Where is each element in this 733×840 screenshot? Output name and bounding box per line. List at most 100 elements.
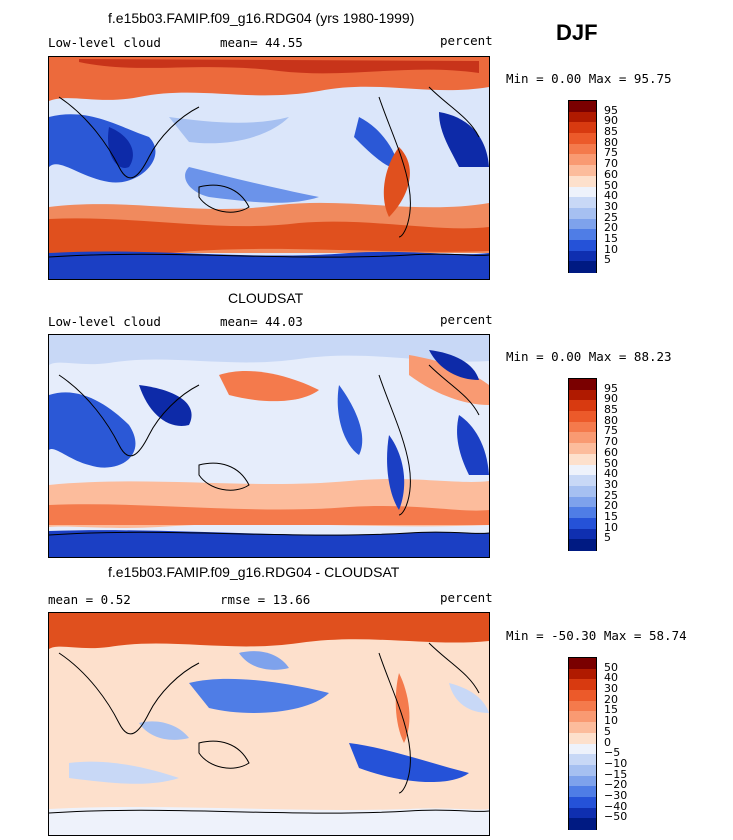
panel1-map <box>48 56 490 280</box>
colorbar-swatch <box>569 775 596 787</box>
panel1-left-label: Low-level cloud <box>48 35 161 50</box>
panel1-center-label: mean= 44.55 <box>220 35 303 50</box>
colorbar-swatch <box>569 186 596 198</box>
panel2-left-label: Low-level cloud <box>48 314 161 329</box>
season-label: DJF <box>556 20 598 45</box>
colorbar-swatch <box>569 207 596 220</box>
colorbar-tick-label: 80 <box>604 413 618 427</box>
panel3-map <box>48 612 490 836</box>
colorbar-tick-label: 0 <box>604 735 611 749</box>
colorbar-swatch <box>569 517 596 530</box>
panel1-map-svg <box>49 57 489 279</box>
colorbar-tick-label: −5 <box>604 746 621 760</box>
panel1-colorbar <box>568 100 597 273</box>
colorbar-swatch <box>569 700 596 712</box>
colorbar-tick-label: −10 <box>604 756 628 770</box>
panel2-minmax: Min = 0.00 Max = 88.23 <box>506 349 672 364</box>
colorbar-tick-label: 70 <box>604 435 618 449</box>
panel3-right-label: percent <box>440 590 493 605</box>
panel2-colorbar <box>568 378 597 551</box>
colorbar-tick-label: 25 <box>604 488 618 502</box>
colorbar-swatch <box>569 732 596 744</box>
colorbar-tick-label: 50 <box>604 456 618 470</box>
colorbar-swatch <box>569 229 596 241</box>
colorbar-tick-label: −20 <box>604 778 628 792</box>
colorbar-swatch <box>569 528 596 540</box>
colorbar-swatch <box>569 807 596 819</box>
colorbar-swatch <box>569 796 596 809</box>
colorbar-swatch <box>569 133 596 145</box>
panel1-right-label: percent <box>440 33 493 48</box>
panel2-colorbar-ticks: 95 90 85 80 75 70 60 50 40 30 25 20 15 10 5 <box>604 378 634 549</box>
colorbar-tick-label: 20 <box>604 221 618 235</box>
colorbar-tick-label: 40 <box>604 671 618 685</box>
colorbar-tick-label: 5 <box>604 724 611 738</box>
colorbar-swatch <box>569 379 596 391</box>
panel3-title: f.e15b03.FAMIP.f09_g16.RDG04 - CLOUDSAT <box>108 564 400 580</box>
panel2-right-label: percent <box>440 312 493 327</box>
colorbar-swatch <box>569 432 596 444</box>
colorbar-tick-label: 75 <box>604 424 618 438</box>
colorbar-swatch <box>569 197 596 209</box>
colorbar-swatch <box>569 764 596 777</box>
colorbar-tick-label: 30 <box>604 682 618 696</box>
colorbar-tick-label: −50 <box>604 810 628 824</box>
colorbar-tick-label: 95 <box>604 381 618 395</box>
panel3-center-label: rmse = 13.66 <box>220 592 311 607</box>
panel1-minmax: Min = 0.00 Max = 95.75 <box>506 71 672 86</box>
panel3-left-label: mean = 0.52 <box>48 592 131 607</box>
colorbar-swatch <box>569 411 596 423</box>
colorbar-tick-label: 10 <box>604 520 618 534</box>
colorbar-tick-label: 20 <box>604 499 618 513</box>
colorbar-tick-label: 50 <box>604 660 618 674</box>
colorbar-tick-label: 25 <box>604 210 618 224</box>
colorbar-swatch <box>569 743 596 755</box>
colorbar-tick-label: 75 <box>604 146 618 160</box>
colorbar-tick-label: 90 <box>604 392 618 406</box>
panel1-title: f.e15b03.FAMIP.f09_g16.RDG04 (yrs 1980-1… <box>108 10 415 26</box>
colorbar-swatch <box>569 453 596 465</box>
panel3-minmax: Min = -50.30 Max = 58.74 <box>506 628 687 643</box>
panel2-map <box>48 334 490 558</box>
colorbar-swatch <box>569 143 596 155</box>
colorbar-tick-label: 60 <box>604 445 618 459</box>
colorbar-swatch <box>569 421 596 433</box>
colorbar-tick-label: 15 <box>604 703 618 717</box>
colorbar-swatch <box>569 475 596 487</box>
colorbar-tick-label: 10 <box>604 242 618 256</box>
colorbar-swatch <box>569 658 596 670</box>
colorbar-swatch <box>569 496 596 508</box>
colorbar-swatch <box>569 679 596 691</box>
colorbar-swatch <box>569 389 596 401</box>
colorbar-tick-label: 40 <box>604 467 618 481</box>
colorbar-swatch <box>569 786 596 798</box>
colorbar-swatch <box>569 165 596 177</box>
panel3-colorbar-ticks: 50 40 30 20 15 10 5 0 −5 −10 −15 −20 −30 −40 −50 <box>604 657 634 828</box>
colorbar-swatch <box>569 101 596 113</box>
colorbar-tick-label: 15 <box>604 231 618 245</box>
colorbar-swatch <box>569 239 596 252</box>
colorbar-swatch <box>569 690 596 702</box>
colorbar-tick-label: 85 <box>604 125 618 139</box>
colorbar-swatch <box>569 754 596 766</box>
colorbar-swatch <box>569 154 596 166</box>
colorbar-tick-label: −30 <box>604 788 628 802</box>
colorbar-tick-label: −40 <box>604 799 628 813</box>
colorbar-tick-label: 20 <box>604 692 618 706</box>
panel2-center-label: mean= 44.03 <box>220 314 303 329</box>
colorbar-swatch <box>569 507 596 519</box>
colorbar-tick-label: 5 <box>604 253 611 267</box>
panel2-map-svg <box>49 335 489 557</box>
colorbar-swatch <box>569 111 596 123</box>
colorbar-tick-label: 50 <box>604 178 618 192</box>
colorbar-swatch <box>569 400 596 412</box>
colorbar-tick-label: 70 <box>604 157 618 171</box>
colorbar-swatch <box>569 818 596 830</box>
colorbar-swatch <box>569 668 596 680</box>
colorbar-swatch <box>569 122 596 134</box>
panel1-colorbar-ticks: 95 90 85 80 75 70 60 50 40 30 25 20 15 10 5 <box>604 100 634 271</box>
colorbar-tick-label: 95 <box>604 103 618 117</box>
colorbar-swatch <box>569 485 596 498</box>
colorbar-tick-label: 30 <box>604 199 618 213</box>
colorbar-swatch <box>569 711 596 723</box>
